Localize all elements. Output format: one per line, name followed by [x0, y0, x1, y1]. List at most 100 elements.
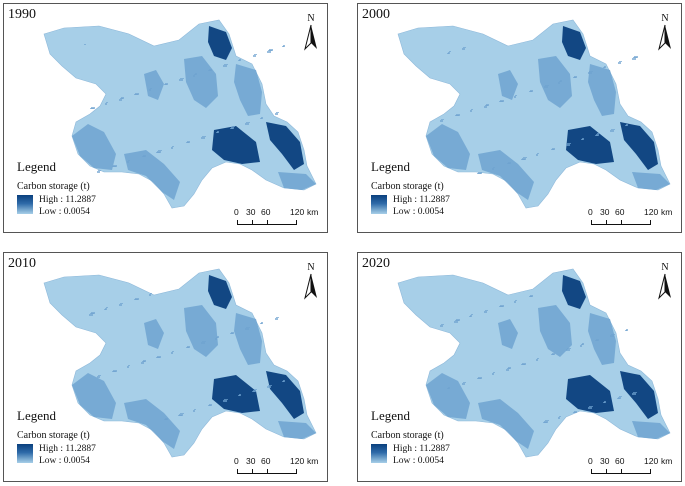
high-carbon-zone — [562, 26, 586, 60]
scale-tick-label: 30 — [600, 456, 610, 466]
carbon-texture-mark — [208, 70, 211, 71]
carbon-texture-mark — [238, 395, 240, 396]
high-carbon-zone — [620, 122, 658, 170]
high-carbon-zone — [234, 313, 262, 365]
study-area-outline — [397, 268, 671, 458]
carbon-texture-mark — [529, 296, 532, 297]
legend-subtitle: Carbon storage (t) — [17, 181, 90, 192]
carbon-texture-mark — [223, 65, 227, 67]
carbon-texture-mark — [589, 406, 593, 407]
high-carbon-zone — [478, 150, 534, 200]
carbon-texture-mark — [484, 106, 487, 108]
carbon-texture-mark — [633, 392, 637, 393]
carbon-texture-mark — [252, 391, 255, 392]
carbon-texture-mark — [603, 67, 605, 68]
carbon-texture-mark — [267, 51, 271, 53]
carbon-texture-mark — [193, 410, 195, 412]
carbon-texture-mark — [260, 323, 262, 324]
carbon-texture-mark — [142, 156, 145, 157]
scale-tick-label: 60 — [261, 207, 271, 217]
carbon-texture-mark — [202, 341, 206, 342]
carbon-texture-mark — [449, 51, 451, 52]
carbon-texture-mark — [632, 58, 636, 60]
carbon-texture-mark — [618, 62, 621, 64]
legend-subtitle: Carbon storage (t) — [371, 181, 444, 192]
carbon-texture-mark — [521, 364, 525, 365]
carbon-texture-mark — [149, 89, 151, 91]
carbon-texture-mark — [441, 324, 444, 325]
carbon-texture-mark — [545, 420, 549, 421]
scale-tick-label: 30 — [600, 207, 610, 217]
map-panel-2010: 2010 N Legend Carbon storage (t) High : … — [3, 252, 328, 482]
carbon-texture-mark — [90, 108, 94, 109]
carbon-texture-mark — [463, 382, 466, 383]
carbon-storage-map — [397, 19, 671, 209]
carbon-texture-mark — [215, 338, 217, 340]
carbon-texture-mark — [543, 422, 547, 423]
scale-unit: km — [661, 207, 673, 217]
carbon-texture-mark — [617, 398, 620, 399]
carbon-texture-mark — [603, 402, 605, 403]
carbon-texture-mark — [625, 330, 627, 331]
carbon-texture-mark — [106, 102, 108, 103]
carbon-texture-mark — [104, 309, 106, 310]
carbon-texture-mark — [141, 362, 144, 364]
scale-tick-label: 30 — [246, 456, 256, 466]
carbon-texture-mark — [268, 385, 272, 386]
carbon-texture-mark — [523, 157, 527, 158]
carbon-texture-mark — [97, 376, 100, 378]
legend-low-label: Low : 0.0054 — [39, 207, 90, 217]
carbon-texture-mark — [471, 109, 473, 110]
high-carbon-zone — [266, 122, 304, 170]
legend-color-ramp — [17, 444, 33, 463]
carbon-texture-mark — [171, 352, 173, 354]
high-carbon-zone — [144, 319, 164, 349]
carbon-texture-mark — [507, 163, 510, 164]
high-carbon-zone — [620, 371, 658, 419]
legend-low-label: Low : 0.0054 — [393, 207, 444, 217]
carbon-texture-mark — [202, 136, 206, 137]
legend-color-ramp — [17, 195, 33, 214]
scale-tick-label: 60 — [261, 456, 271, 466]
high-carbon-zone — [212, 126, 260, 164]
map-panel-1990: 1990 N Legend Carbon storage (t) High : … — [3, 3, 328, 233]
carbon-texture-mark — [567, 143, 571, 144]
carbon-texture-mark — [156, 357, 160, 358]
carbon-texture-mark — [128, 365, 130, 366]
scale-unit: km — [307, 456, 319, 466]
carbon-texture-mark — [492, 373, 494, 375]
carbon-texture-mark — [544, 86, 548, 88]
legend-subtitle: Carbon storage (t) — [17, 430, 90, 441]
carbon-texture-mark — [589, 71, 593, 72]
carbon-texture-mark — [164, 419, 167, 420]
high-carbon-zone — [498, 70, 518, 100]
carbon-texture-mark — [98, 375, 101, 376]
carbon-texture-mark — [529, 91, 532, 92]
carbon-storage-map — [43, 19, 317, 209]
carbon-texture-mark — [150, 88, 152, 89]
carbon-texture-mark — [595, 135, 598, 136]
carbon-texture-mark — [477, 173, 481, 174]
carbon-texture-mark — [186, 142, 189, 143]
scale-tick-label: 30 — [246, 207, 256, 217]
carbon-texture-mark — [127, 161, 129, 163]
north-arrow-icon: N — [655, 262, 675, 302]
legend-low-label: Low : 0.0054 — [393, 456, 444, 466]
carbon-texture-mark — [440, 120, 443, 122]
carbon-texture-mark — [455, 115, 459, 116]
legend-high-label: High : 11.2887 — [39, 444, 96, 454]
carbon-storage-map — [43, 268, 317, 458]
north-label: N — [307, 13, 315, 24]
carbon-texture-mark — [462, 48, 465, 50]
carbon-texture-mark — [134, 299, 138, 300]
high-carbon-zone — [538, 56, 572, 108]
carbon-texture-mark — [267, 386, 271, 388]
carbon-texture-mark — [276, 317, 279, 318]
carbon-texture-mark — [134, 94, 138, 95]
legend-color-ramp — [371, 195, 387, 214]
carbon-texture-mark — [201, 137, 205, 139]
carbon-texture-mark — [268, 50, 272, 51]
carbon-texture-mark — [485, 310, 488, 311]
carbon-texture-mark — [179, 79, 183, 81]
carbon-texture-mark — [172, 146, 174, 147]
